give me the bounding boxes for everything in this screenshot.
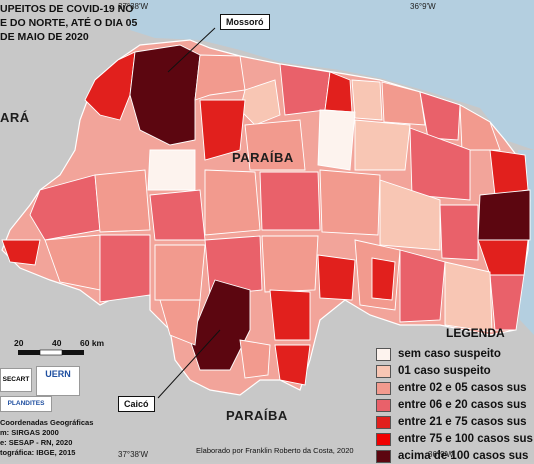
legend: LEGENDA sem caso suspeito 01 caso suspei… — [372, 322, 534, 463]
municipality-natal — [477, 189, 531, 241]
municipality — [317, 109, 356, 171]
municipality — [94, 169, 151, 233]
municipality — [317, 254, 356, 301]
logo-uern: UERN — [36, 366, 80, 396]
municipality — [29, 174, 101, 241]
callout-line-north — [167, 27, 216, 73]
municipality — [489, 274, 525, 331]
coord-top-left: 37°38'W — [118, 2, 149, 11]
callout-line-south — [157, 329, 221, 399]
legend-swatch — [376, 398, 391, 412]
legend-swatch — [376, 432, 391, 446]
municipality-mossoro — [129, 44, 201, 146]
municipality — [147, 149, 196, 191]
callout-caico: Caicó — [118, 396, 155, 412]
municipality — [269, 289, 311, 341]
scale-label-40: 40 — [52, 338, 62, 348]
municipality — [149, 189, 206, 241]
scale-bar — [18, 349, 84, 356]
municipality — [244, 119, 306, 171]
municipality — [199, 99, 246, 161]
map-title: UPEITOS DE COVID-19 NO E DO NORTE, ATÉ O… — [0, 2, 150, 44]
municipalities — [1, 44, 531, 386]
legend-swatch — [376, 364, 391, 378]
legend-label: entre 02 e 05 casos sus — [398, 382, 527, 394]
legend-label: entre 21 e 75 casos sus — [398, 416, 527, 428]
municipality — [239, 339, 271, 379]
municipality — [419, 91, 461, 141]
municipality — [279, 63, 331, 116]
municipality — [99, 234, 151, 303]
municipality — [84, 51, 136, 121]
scale-label-60: 60 km — [80, 338, 105, 348]
legend-label: sem caso suspeito — [398, 348, 501, 360]
municipality — [259, 171, 321, 231]
municipality — [399, 249, 446, 323]
municipality — [444, 261, 493, 333]
state-label-paraiba-south: PARAÍBA — [226, 408, 288, 423]
legend-label: entre 06 e 20 casos sus — [398, 399, 527, 411]
legend-item: entre 02 e 05 casos sus — [376, 380, 527, 396]
legend-label: acima de 100 casos sus — [398, 450, 529, 462]
footnote-line-3: e: SESAP - RN, 2020 — [0, 438, 73, 447]
scale-label-20: 20 — [14, 338, 24, 348]
state-label-paraiba-north: PARAÍBA — [232, 150, 294, 165]
municipality — [274, 344, 311, 386]
legend-item: sem caso suspeito — [376, 346, 501, 362]
coord-bottom-right: 36°9'W — [428, 450, 454, 459]
state-label-ceara: ARÁ — [0, 110, 30, 125]
legend-label: entre 75 e 100 casos sus — [398, 433, 533, 445]
legend-label: 01 caso suspeito — [398, 365, 491, 377]
legend-item: entre 75 e 100 casos sus — [376, 431, 533, 447]
callout-mossoro: Mossoró — [220, 14, 270, 30]
coord-top-right: 36°9'W — [410, 2, 436, 11]
municipality — [351, 79, 383, 121]
title-line-3: DE MAIO DE 2020 — [0, 31, 89, 43]
footnotes: Coordenadas Geográficas m: SIRGAS 2000 e… — [0, 418, 93, 458]
municipality — [489, 149, 529, 196]
legend-item: entre 06 e 20 casos sus — [376, 397, 527, 413]
municipality — [381, 81, 426, 126]
ocean — [130, 0, 534, 150]
logo-secart: SECART — [0, 368, 32, 392]
footnote-line-4: tográfica: IBGE, 2015 — [0, 448, 76, 457]
municipality — [371, 257, 396, 301]
legend-title: LEGENDA — [446, 326, 505, 340]
logo-plandites: PLANDITES — [0, 396, 52, 412]
title-line-2: E DO NORTE, ATÉ O DIA 05 — [0, 17, 138, 29]
legend-swatch — [376, 449, 391, 463]
title-line-1: UPEITOS DE COVID-19 NO — [0, 3, 134, 15]
legend-item: acima de 100 casos sus — [376, 448, 528, 464]
legend-swatch — [376, 381, 391, 395]
municipality — [194, 54, 246, 101]
legend-swatch — [376, 415, 391, 429]
footnote-line-2: m: SIRGAS 2000 — [0, 428, 59, 437]
municipality — [379, 179, 441, 251]
legend-item: 01 caso suspeito — [376, 363, 491, 379]
municipality — [261, 235, 319, 293]
coord-bottom-left: 37°38'W — [118, 450, 149, 459]
municipality — [1, 239, 41, 266]
municipality — [319, 169, 381, 236]
credit-text: Elaborado por Franklin Roberto da Costa,… — [196, 446, 354, 455]
municipality — [154, 244, 206, 301]
legend-item: entre 21 e 75 casos sus — [376, 414, 527, 430]
municipality — [409, 127, 471, 201]
municipality — [459, 104, 501, 151]
footnote-line-1: Coordenadas Geográficas — [0, 418, 94, 427]
municipality — [354, 119, 411, 171]
municipality — [159, 299, 201, 346]
municipality — [439, 204, 479, 261]
legend-swatch — [376, 347, 391, 361]
municipality — [204, 169, 261, 236]
municipality — [204, 235, 263, 296]
